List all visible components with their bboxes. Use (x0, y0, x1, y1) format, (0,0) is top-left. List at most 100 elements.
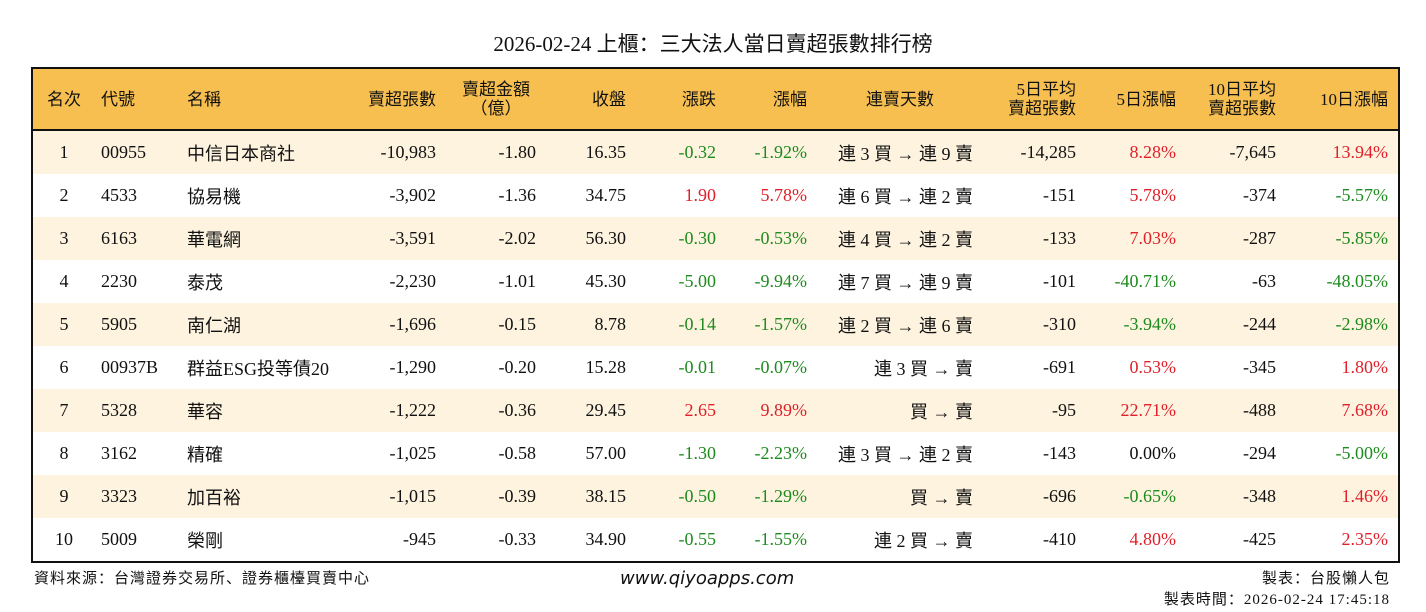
table-cell: 買 → 賣 (910, 401, 973, 422)
table-cell: -5.00 (678, 271, 717, 291)
table-cell: 連 3 買 → 連 2 賣 (838, 444, 973, 465)
table-cell: -244 (1243, 314, 1276, 334)
table-cell: 華容 (187, 401, 223, 422)
table-cell: 29.45 (585, 400, 627, 420)
table-cell: -14,285 (1020, 142, 1077, 162)
table-cell: -1.92% (754, 142, 808, 162)
table-cell: 連 6 買 → 連 2 賣 (838, 186, 973, 207)
table-cell: -2.98% (1335, 314, 1389, 334)
table-cell: 8.78 (594, 314, 627, 334)
table-cell: 6 (59, 357, 69, 377)
column-header: 漲跌 (682, 89, 716, 109)
column-header: 名次 (47, 89, 81, 109)
table-cell: -151 (1043, 185, 1076, 205)
table-cell: 7.03% (1129, 228, 1177, 248)
table-cell: 5.78% (1129, 185, 1177, 205)
table-cell: 5905 (101, 314, 137, 334)
table-cell: -1,025 (389, 443, 437, 463)
table-cell: -5.85% (1335, 228, 1389, 248)
table-cell: 2.35% (1341, 529, 1389, 549)
table-cell: -348 (1243, 486, 1276, 506)
table-cell: -1.30 (678, 443, 717, 463)
table-cell: -0.15 (498, 314, 537, 334)
table-cell: -143 (1043, 443, 1076, 463)
table-cell: -374 (1243, 185, 1276, 205)
maker-label: 製表：台股懶人包 (1261, 571, 1390, 587)
column-header: 名稱 (187, 89, 221, 109)
table-cell: 34.75 (585, 185, 627, 205)
column-header: 5日漲幅 (1116, 89, 1177, 109)
table-row: 3 6163 華電網 -3,591 -2.02 56.30 -0.30 -0.53% 連 4 買… (33, 217, 1398, 260)
page-title: 2026-02-24 上櫃：三大法人當日賣超張數排行榜 (493, 32, 933, 56)
table-cell: 8.28% (1129, 142, 1177, 162)
ranking-table: 名次 代號 名稱 賣超張數 賣超金額 （億） 收盤 漲跌 漲幅 連賣天數 5日平均 賣超張數 5日漲幅 1… (31, 67, 1400, 563)
table-header: 名次 代號 名稱 賣超張數 賣超金額 （億） 收盤 漲跌 漲幅 連賣天數 5日平均 賣超張數 5日漲幅 1… (33, 69, 1398, 130)
table-cell: 連 7 買 → 連 9 賣 (838, 272, 973, 293)
table-cell: 00955 (101, 142, 146, 162)
table-cell: -133 (1043, 228, 1076, 248)
table-cell: 加百裕 (187, 487, 241, 508)
column-header: 代號 (101, 89, 135, 109)
table-cell: 4 (59, 271, 69, 291)
table-cell: -0.39 (498, 486, 537, 506)
table-cell: 群益ESG投等債20 (187, 358, 330, 379)
table-cell: 南仁湖 (187, 315, 241, 336)
table-cell: 0.53% (1129, 357, 1177, 377)
table-row: 10 5009 榮剛 -945 -0.33 34.90 -0.55 -1.55% 連 2 買 →… (33, 518, 1398, 561)
table-cell: 2230 (101, 271, 137, 291)
table-cell: -1.57% (754, 314, 808, 334)
table-cell: -945 (403, 529, 436, 549)
table-cell: 00937B (101, 357, 159, 377)
table-cell: -7,645 (1229, 142, 1277, 162)
table-cell: -0.14 (678, 314, 717, 334)
table-cell: -0.50 (678, 486, 717, 506)
table-cell: 2.65 (684, 400, 717, 420)
table-cell: 買 → 賣 (910, 487, 973, 508)
table-cell: -9.94% (754, 271, 808, 291)
generated-time: 製表時間：2026-02-24 17:45:18 (1163, 592, 1390, 608)
table-cell: -345 (1243, 357, 1276, 377)
table-cell: -5.57% (1335, 185, 1389, 205)
table-cell: -488 (1243, 400, 1276, 420)
table-cell: -310 (1043, 314, 1076, 334)
table-cell: -0.33 (498, 529, 537, 549)
website-link[interactable]: www.qiyoapps.com (620, 568, 795, 589)
table-cell: 9 (59, 486, 69, 506)
table-cell: -1.55% (754, 529, 808, 549)
table-cell: -691 (1043, 357, 1076, 377)
column-header: 收盤 (592, 89, 626, 109)
table-cell: -40.71% (1114, 271, 1177, 291)
table-cell: -48.05% (1326, 271, 1389, 291)
table-cell: 7.68% (1341, 400, 1389, 420)
table-cell: -101 (1043, 271, 1076, 291)
table-cell: 10 (55, 529, 73, 549)
table-cell: -425 (1243, 529, 1276, 549)
table-cell: -0.20 (498, 357, 537, 377)
table-cell: 連 4 買 → 連 2 賣 (838, 229, 973, 250)
table-cell: 34.90 (585, 529, 627, 549)
column-header: 5日平均 賣超張數 (1008, 80, 1076, 118)
table-cell: 4.80% (1129, 529, 1177, 549)
table-cell: 3162 (101, 443, 137, 463)
table-cell: 6163 (101, 228, 137, 248)
table-cell: 13.94% (1332, 142, 1389, 162)
column-header: 賣超金額 （億） (462, 80, 530, 118)
table-cell: -0.07% (754, 357, 808, 377)
table-row: 5 5905 南仁湖 -1,696 -0.15 8.78 -0.14 -1.57% 連 2 買 … (33, 303, 1398, 346)
table-cell: 5 (59, 314, 69, 334)
table-row: 8 3162 精確 -1,025 -0.58 57.00 -1.30 -2.23% 連 3 買 … (33, 432, 1398, 475)
table-cell: 連 3 買 → 連 9 賣 (838, 143, 973, 164)
table-cell: 協易機 (187, 186, 241, 207)
table-cell: 5.78% (760, 185, 808, 205)
table-cell: -63 (1252, 271, 1276, 291)
table-cell: 1.46% (1341, 486, 1389, 506)
table-cell: 57.00 (585, 443, 627, 463)
table-cell: 5009 (101, 529, 137, 549)
table-row: 4 2230 泰茂 -2,230 -1.01 45.30 -5.00 -9.94% 連 7 買 … (33, 260, 1398, 303)
table-row: 2 4533 協易機 -3,902 -1.36 34.75 1.90 5.78% 連 6 買 →… (33, 174, 1398, 217)
column-header: 10日平均 賣超張數 (1208, 80, 1276, 118)
column-header: 賣超張數 (368, 89, 436, 109)
table-row: 7 5328 華容 -1,222 -0.36 29.45 2.65 9.89% 買 → 賣 -95… (33, 389, 1398, 432)
table-cell: 5328 (101, 400, 137, 420)
table-cell: -1,696 (389, 314, 437, 334)
